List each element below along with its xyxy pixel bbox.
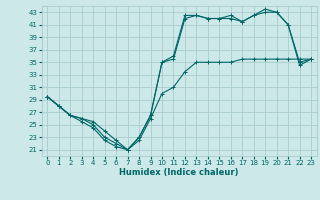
X-axis label: Humidex (Indice chaleur): Humidex (Indice chaleur) [119, 168, 239, 177]
